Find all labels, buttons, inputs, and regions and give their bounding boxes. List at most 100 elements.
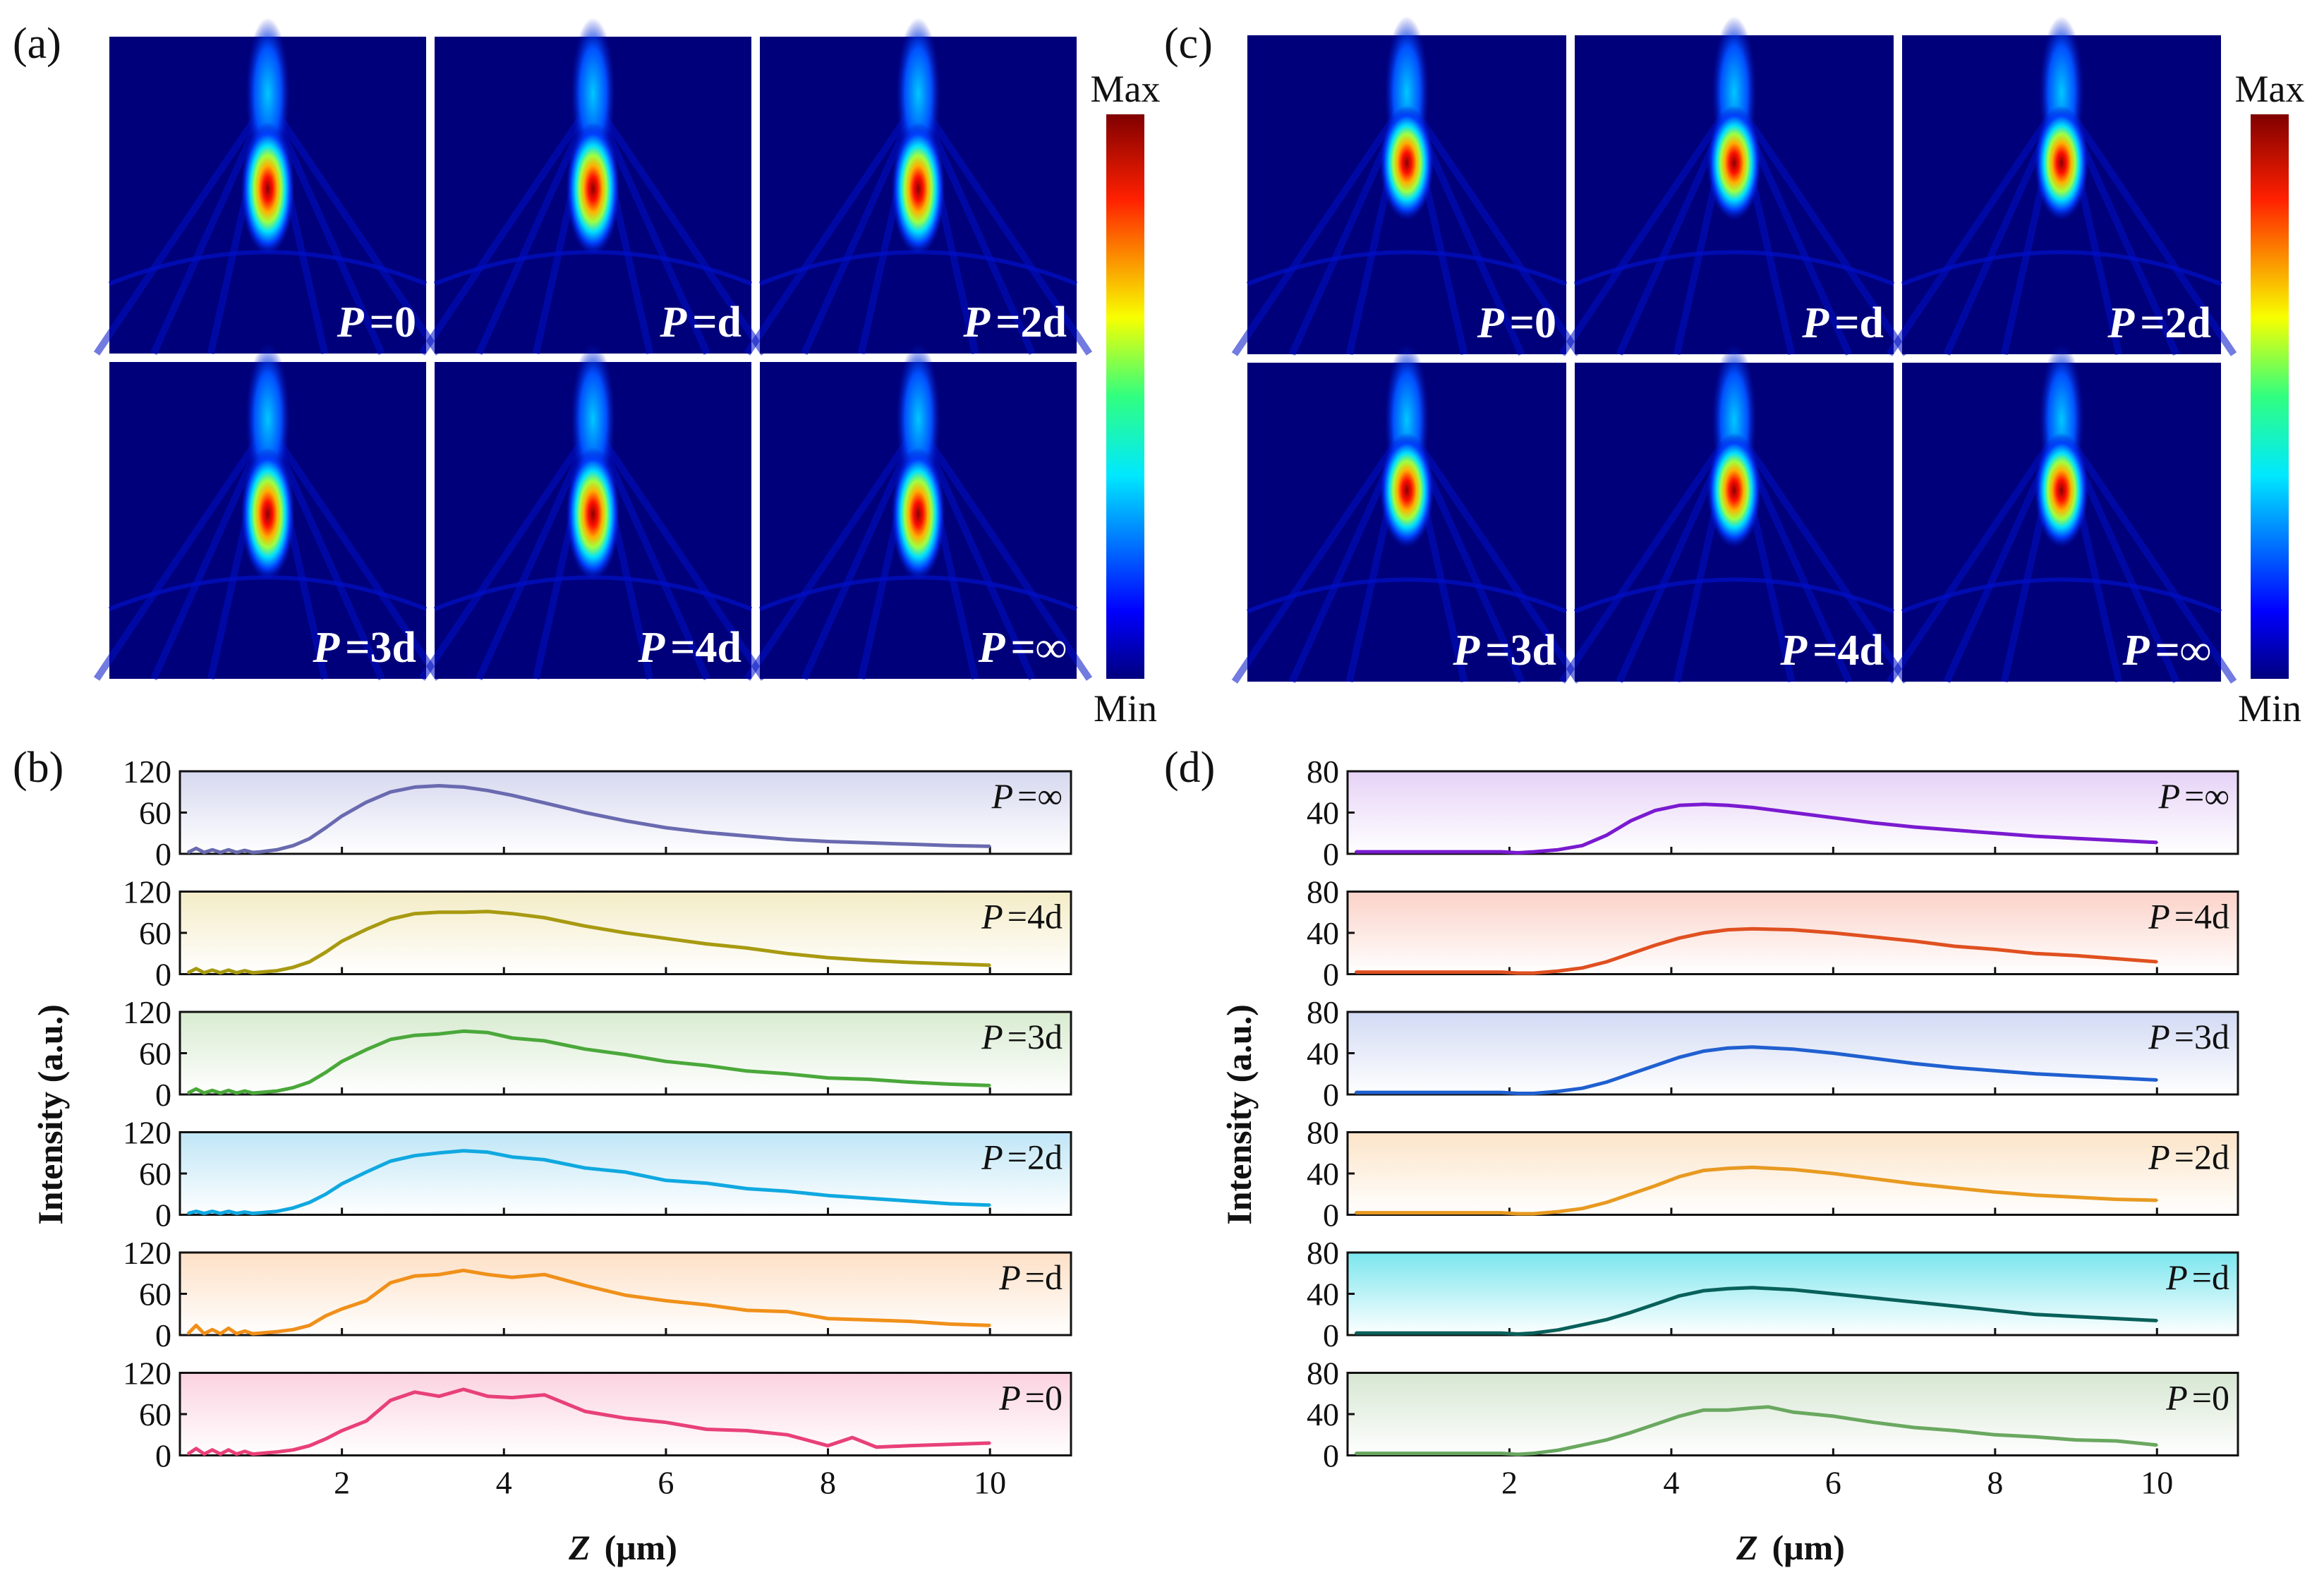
data-point xyxy=(1751,1046,1754,1049)
data-point xyxy=(867,1078,870,1080)
data-point xyxy=(1435,1212,1438,1214)
data-point xyxy=(705,1303,708,1306)
data-point xyxy=(1630,1193,1632,1195)
data-point xyxy=(1355,1452,1357,1455)
series-annotation-p: P xyxy=(2158,776,2181,816)
data-point xyxy=(292,966,295,969)
data-point xyxy=(624,1054,627,1056)
data-point xyxy=(1954,945,1956,948)
series-annotation: P =2d xyxy=(981,1138,1063,1177)
data-point xyxy=(325,1315,327,1317)
data-point xyxy=(988,845,991,847)
diffraction-ray xyxy=(93,98,271,356)
data-point xyxy=(2115,958,2118,960)
data-point xyxy=(1532,850,1535,853)
data-point xyxy=(486,789,489,792)
data-point xyxy=(1994,832,1997,835)
data-point xyxy=(1678,1415,1681,1418)
data-point xyxy=(1386,971,1389,974)
data-point xyxy=(1556,1329,1559,1332)
data-point xyxy=(292,1086,295,1089)
data-point xyxy=(1581,1323,1584,1326)
data-point xyxy=(413,1274,416,1277)
data-point xyxy=(292,1449,295,1452)
data-point xyxy=(1516,1453,1519,1456)
data-point xyxy=(746,947,749,949)
data-point xyxy=(202,1332,205,1335)
data-point xyxy=(276,1210,279,1213)
data-point xyxy=(1872,1421,1875,1424)
data-point xyxy=(1516,1212,1519,1215)
data-point xyxy=(1581,1444,1584,1447)
colorbar-c xyxy=(2251,114,2289,679)
heatmap-tile: P =d xyxy=(418,18,768,356)
series-annotation-p: P xyxy=(2165,1257,2188,1297)
y-tick-label: 0 xyxy=(155,1438,171,1474)
data-point xyxy=(1370,850,1373,853)
tile-label-p: P xyxy=(1801,299,1829,347)
data-point xyxy=(1435,971,1438,974)
tile-label: P =3d xyxy=(1452,627,1556,675)
data-point xyxy=(875,1446,878,1449)
data-point xyxy=(1500,1332,1503,1334)
data-point xyxy=(1678,804,1681,807)
data-point xyxy=(2155,1079,2158,1081)
data-point xyxy=(2075,954,2077,957)
data-point xyxy=(1726,929,1729,931)
data-point xyxy=(276,848,279,851)
data-point xyxy=(1678,1056,1681,1058)
data-point xyxy=(235,1453,238,1456)
heatmap-tile: P =∞ xyxy=(744,343,1093,681)
data-point xyxy=(867,841,870,844)
data-point xyxy=(2034,1313,2037,1316)
data-point xyxy=(2034,1435,2037,1438)
data-point xyxy=(1435,1332,1438,1334)
series-annotation: P =4d xyxy=(2148,897,2229,936)
lens-arc xyxy=(1246,250,1568,286)
data-point xyxy=(705,1064,708,1067)
data-point xyxy=(1913,1062,1916,1065)
x-tick-label: 6 xyxy=(658,1465,674,1501)
data-point xyxy=(948,1443,951,1446)
data-point xyxy=(1832,1415,1834,1418)
data-point xyxy=(365,801,368,804)
data-point xyxy=(1654,1064,1657,1067)
data-point xyxy=(243,1211,246,1214)
data-point xyxy=(624,1294,627,1296)
data-point xyxy=(227,1449,230,1452)
data-point xyxy=(2075,837,2077,840)
data-point xyxy=(665,1421,667,1424)
heatmap-tile: P =0 xyxy=(1231,16,1582,356)
data-point xyxy=(219,1453,222,1456)
series-annotation-value: =2d xyxy=(1007,1138,1063,1177)
data-point xyxy=(341,1429,344,1432)
data-point xyxy=(1702,931,1705,934)
data-point xyxy=(462,785,465,788)
heatmap-tile: P =0 xyxy=(93,18,442,356)
data-point xyxy=(1605,1201,1608,1204)
data-point xyxy=(1500,971,1503,974)
diffraction-ray xyxy=(1731,424,1910,684)
tile-label-value: =0 xyxy=(1510,299,1556,347)
data-point xyxy=(437,1273,440,1276)
data-point xyxy=(867,1319,870,1321)
data-point xyxy=(1532,1092,1535,1094)
data-point xyxy=(786,952,789,955)
data-point xyxy=(1791,1411,1794,1413)
tile-label: P =2d xyxy=(962,298,1067,346)
data-point xyxy=(1370,1212,1373,1214)
tile-label: P =4d xyxy=(637,624,742,672)
x-tick-label: 2 xyxy=(1501,1465,1518,1501)
tile-label: P =d xyxy=(1801,299,1884,347)
panel-label-a: (a) xyxy=(13,20,61,68)
tile-label-p: P xyxy=(1477,299,1505,347)
data-point xyxy=(1556,1090,1559,1093)
data-point xyxy=(1832,1052,1834,1054)
data-point xyxy=(1516,1333,1519,1335)
heatmap-tile: P =2d xyxy=(744,18,1093,356)
data-point xyxy=(705,1182,708,1185)
data-point xyxy=(260,1452,262,1455)
data-point xyxy=(251,1092,254,1094)
data-point xyxy=(219,1092,222,1094)
series-annotation-p: P xyxy=(998,1378,1021,1418)
